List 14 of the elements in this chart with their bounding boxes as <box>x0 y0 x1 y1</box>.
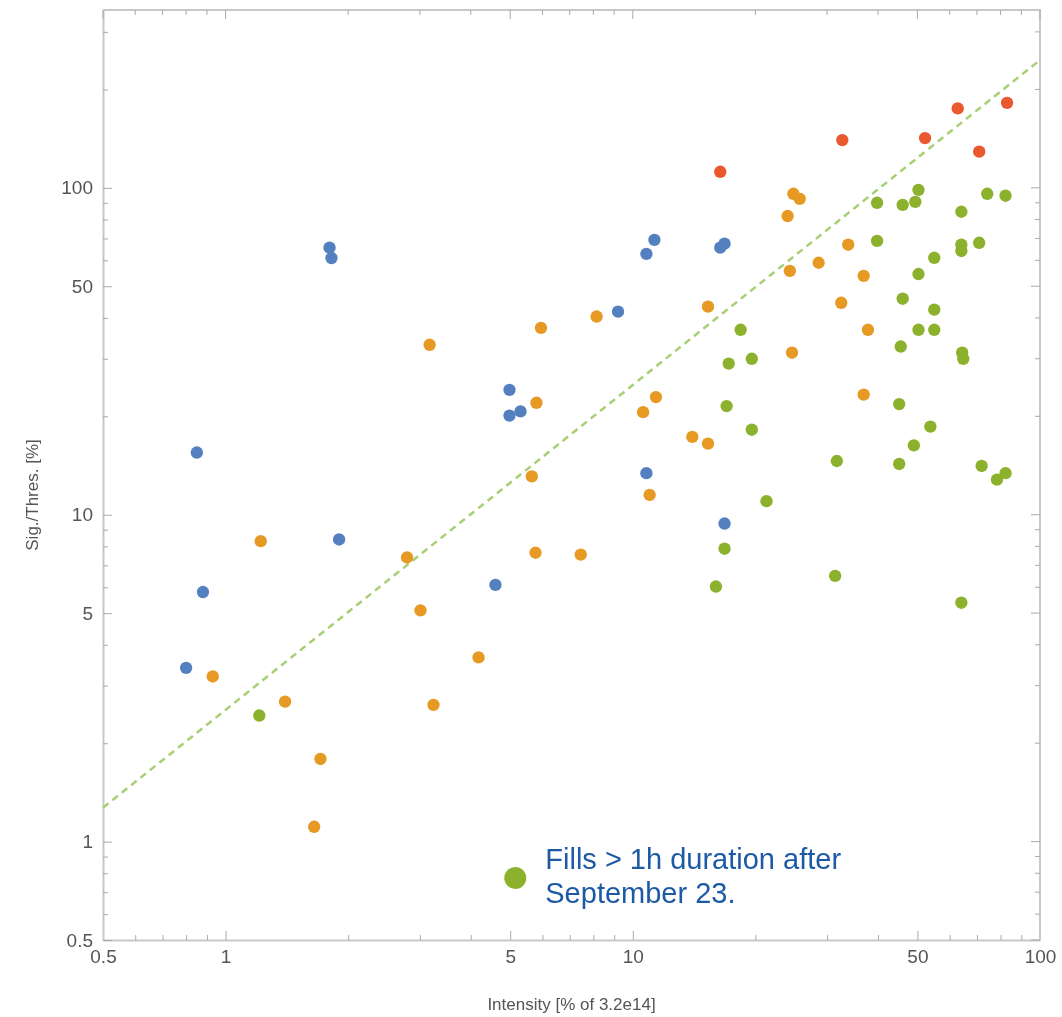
y-tick-label: 10 <box>71 504 93 526</box>
x-axis-title: Intensity [% of 3.2e14] <box>487 995 656 1014</box>
y-axis-title: Sig./Thres. [%] <box>23 439 42 551</box>
y-tick-label: 0.5 <box>66 929 93 951</box>
y-tick-label: 1 <box>82 831 93 853</box>
x-tick-label: 5 <box>505 946 516 968</box>
x-tick-label: 100 <box>1024 946 1057 968</box>
x-tick-label: 10 <box>622 946 644 968</box>
y-tick-label: 5 <box>82 602 93 624</box>
y-tick-label: 50 <box>71 275 93 297</box>
x-tick-label: 50 <box>907 946 929 968</box>
x-tick-label: 1 <box>220 946 232 968</box>
y-tick-label: 100 <box>61 177 93 199</box>
legend-label: Fills > 1h duration after September 23. <box>545 843 842 909</box>
